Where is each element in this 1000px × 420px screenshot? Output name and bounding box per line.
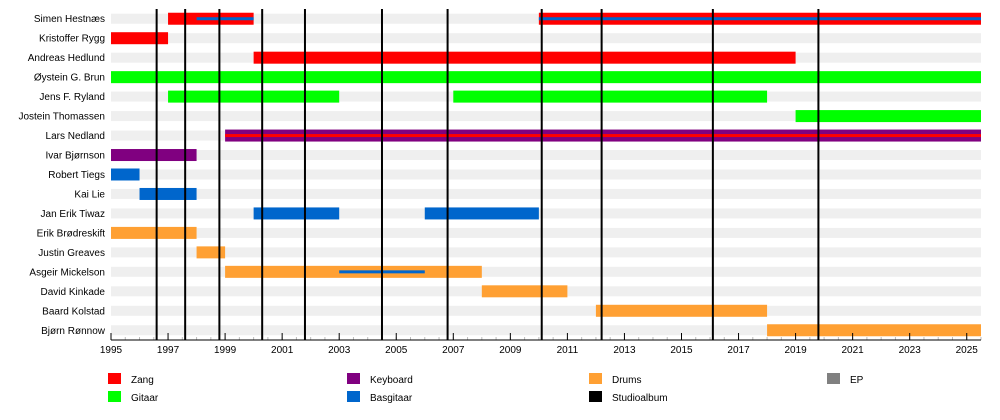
row-stripe bbox=[111, 305, 981, 316]
legend: Zang Gitaar Keyboard Basgitaar Drums Studioal… bbox=[108, 373, 864, 404]
legend-label-drums: Drums bbox=[612, 375, 641, 386]
x-tick-label: 1999 bbox=[214, 345, 237, 356]
member-label: Baard Kolstad bbox=[42, 306, 105, 317]
role-bar-gitaar bbox=[453, 90, 768, 103]
member-label: Justin Greaves bbox=[38, 248, 105, 259]
role-overlay-zang bbox=[225, 134, 981, 138]
x-tick-label: 2017 bbox=[727, 345, 750, 356]
x-tick-label: 2001 bbox=[271, 345, 294, 356]
x-tick-label: 2005 bbox=[385, 345, 408, 356]
x-tick-label: 2013 bbox=[613, 345, 636, 356]
member-label: Robert Tiegs bbox=[48, 170, 105, 181]
row-stripe bbox=[111, 111, 981, 122]
role-bar-drums bbox=[595, 304, 768, 317]
legend-label-zang: Zang bbox=[131, 375, 154, 386]
row-stripe bbox=[111, 266, 981, 277]
row-stripe bbox=[111, 33, 981, 44]
legend-label-keyboard: Keyboard bbox=[370, 375, 413, 386]
role-bar-gitaar bbox=[168, 90, 340, 103]
role-bar-drums bbox=[196, 246, 226, 259]
role-bar-drums bbox=[481, 285, 568, 298]
x-tick-label: 2003 bbox=[328, 345, 351, 356]
row-stripe bbox=[111, 227, 981, 238]
role-bar-zang bbox=[111, 32, 169, 45]
legend-swatch-zang bbox=[108, 373, 121, 384]
member-bars bbox=[111, 12, 981, 337]
member-labels: Simen Hestnæs Kristoffer Rygg Andreas Hedl… bbox=[18, 14, 105, 337]
member-label: Erik Brødreskift bbox=[37, 228, 106, 239]
legend-swatch-drums bbox=[589, 373, 602, 384]
role-bar-zang bbox=[253, 51, 796, 64]
x-tick-label: 1997 bbox=[157, 345, 180, 356]
legend-swatch-studioalbum bbox=[589, 391, 602, 402]
legend-label-ep: EP bbox=[850, 375, 864, 386]
member-label: Kai Lie bbox=[74, 189, 105, 200]
legend-label-studioalbum: Studioalbum bbox=[612, 393, 668, 404]
member-label: Lars Nedland bbox=[46, 131, 105, 142]
member-label: Jan Erik Tiwaz bbox=[41, 209, 105, 220]
x-tick-label: 2021 bbox=[842, 345, 865, 356]
x-tick-label: 2009 bbox=[499, 345, 522, 356]
x-tick-label: 2025 bbox=[956, 345, 979, 356]
row-stripe bbox=[111, 150, 981, 161]
role-bar-basgitaar bbox=[139, 187, 197, 200]
studio-album-lines bbox=[155, 9, 820, 340]
legend-swatch-keyboard bbox=[347, 373, 360, 384]
member-label: David Kinkade bbox=[41, 287, 106, 298]
member-label: Ivar Bjørnson bbox=[46, 151, 105, 162]
row-stripe bbox=[111, 325, 981, 336]
member-label: Asgeir Mickelson bbox=[29, 267, 105, 278]
x-tick-label: 2019 bbox=[784, 345, 807, 356]
role-bar-gitaar bbox=[111, 71, 981, 84]
role-bar-gitaar bbox=[795, 110, 981, 123]
member-label: Jostein Thomassen bbox=[18, 112, 105, 123]
legend-label-basgitaar: Basgitaar bbox=[370, 393, 413, 404]
x-tick-label: 2015 bbox=[670, 345, 693, 356]
member-label: Simen Hestnæs bbox=[34, 14, 105, 25]
member-label: Jens F. Ryland bbox=[39, 92, 105, 103]
role-bar-keyboard bbox=[111, 149, 197, 162]
row-stripe bbox=[111, 169, 981, 180]
row-stripe bbox=[111, 247, 981, 258]
legend-swatch-basgitaar bbox=[347, 391, 360, 402]
role-bar-basgitaar bbox=[253, 207, 340, 220]
x-tick-label: 2007 bbox=[442, 345, 465, 356]
row-stripe bbox=[111, 188, 981, 199]
role-overlay-basgitaar bbox=[538, 17, 981, 21]
role-overlay-basgitaar bbox=[196, 17, 254, 21]
x-tick-label: 2011 bbox=[557, 345, 579, 356]
x-tick-label: 2023 bbox=[899, 345, 922, 356]
x-axis: 1995 1997 1999 2001 2003 2005 2007 2009 2011 2013… bbox=[100, 333, 981, 356]
legend-swatch-ep bbox=[827, 373, 840, 384]
member-label: Andreas Hedlund bbox=[28, 53, 105, 64]
member-label: Øystein G. Brun bbox=[34, 73, 105, 84]
row-stripe bbox=[111, 208, 981, 219]
role-bar-basgitaar bbox=[111, 168, 140, 181]
legend-label-gitaar: Gitaar bbox=[131, 393, 159, 404]
role-bar-drums bbox=[767, 324, 981, 337]
legend-swatch-gitaar bbox=[108, 391, 121, 402]
role-bar-drums bbox=[111, 226, 197, 239]
role-bar-basgitaar bbox=[424, 207, 539, 220]
member-label: Kristoffer Rygg bbox=[39, 34, 105, 45]
x-tick-label: 1995 bbox=[100, 345, 123, 356]
member-label: Bjørn Rønnow bbox=[41, 326, 106, 337]
